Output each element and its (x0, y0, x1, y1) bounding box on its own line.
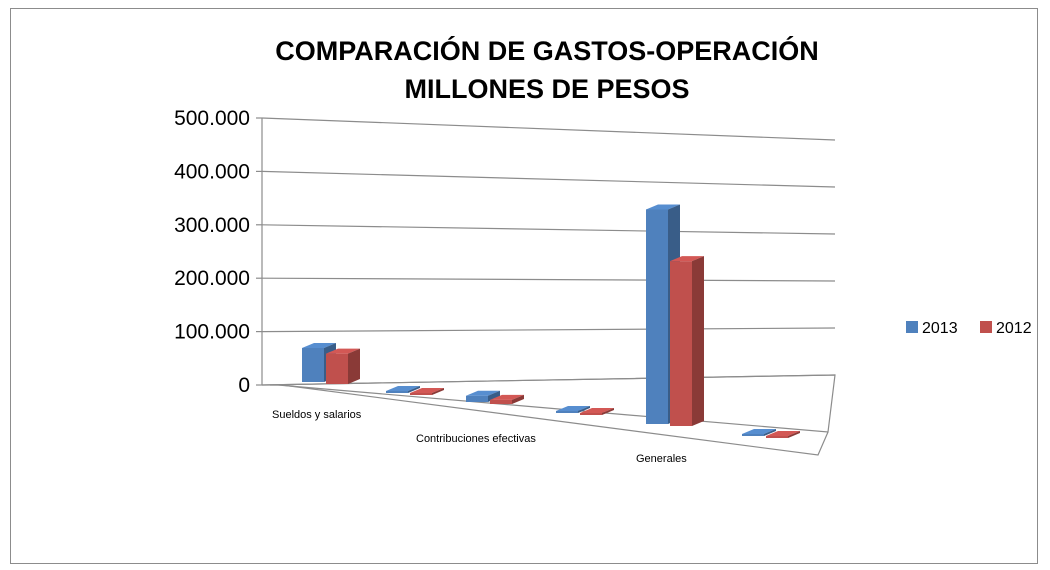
x-tick-label: Generales (636, 453, 687, 465)
bar-front-face (302, 347, 324, 382)
bar-front-face (646, 209, 668, 424)
bar-front-face (580, 413, 602, 415)
y-tick-label: 400.000 (174, 160, 250, 183)
bar-front-face (466, 395, 488, 402)
x-tick-label: Contribuciones efectivas (416, 433, 536, 445)
gridline (261, 170, 836, 188)
floor-layer (261, 374, 836, 456)
bar-front-face (556, 411, 578, 413)
bar-side-face (788, 431, 800, 438)
y-tick-label: 200.000 (174, 267, 250, 290)
bar-2012-0 (326, 348, 360, 384)
bars-layer (302, 204, 800, 438)
bar-top-face (646, 204, 680, 210)
y-tick-label: 500.000 (174, 107, 250, 130)
chart-title-line-1: COMPARACIÓN DE GASTOS-OPERACIÓN (275, 36, 819, 66)
legend-swatch-2012 (980, 321, 992, 333)
bar-side-face (764, 429, 776, 436)
bar-top-face (410, 388, 444, 393)
gridline (261, 117, 836, 141)
y-tick-label: 100.000 (174, 321, 250, 344)
bar-side-face (408, 386, 420, 393)
bar-top-face (302, 342, 336, 348)
x-tick-labels: Sueldos y salarios Contribuciones efectiv… (272, 409, 687, 465)
bar-front-face (742, 434, 764, 436)
bar-side-face (692, 256, 704, 426)
x-tick-label: Sueldos y salarios (272, 409, 362, 421)
bar-side-face (348, 348, 360, 384)
bar-2012-4 (670, 256, 704, 426)
bar-2013-1 (386, 386, 420, 393)
bar-front-face (766, 436, 788, 438)
bar-2012-3 (580, 408, 614, 415)
bar-top-face (326, 348, 360, 354)
bar-2012-2 (490, 394, 524, 404)
grid-layer (261, 117, 836, 386)
bar-top-face (386, 386, 420, 391)
legend: 2013 2012 (906, 320, 1032, 337)
bar-side-face (488, 390, 500, 402)
bar-top-face (766, 431, 800, 436)
bar-top-face (670, 256, 704, 262)
chart-title-line-2: MILLONES DE PESOS (404, 74, 690, 104)
bar-2013-3 (556, 406, 590, 413)
chart-frame (10, 8, 1038, 564)
y-tick-label: 0 (238, 374, 250, 397)
bar-top-face (556, 406, 590, 411)
gridline (261, 224, 836, 235)
legend-label-2013: 2013 (922, 320, 958, 337)
bar-front-face (670, 261, 692, 426)
bar-top-face (466, 390, 500, 396)
gridline (261, 277, 836, 282)
bar-front-face (410, 393, 432, 395)
bar-side-face (512, 394, 524, 404)
floor-front-edge (270, 384, 829, 456)
gridline (261, 327, 836, 333)
legend-swatch-2013 (906, 321, 918, 333)
bar-front-face (326, 353, 348, 384)
bar-2013-2 (466, 390, 500, 402)
bar-2013-5 (742, 429, 776, 436)
bar-side-face (432, 388, 444, 395)
bar-2012-5 (766, 431, 800, 438)
y-tick-labels: 0 100.000 200.000 300.000 400.000 500.000 (174, 107, 250, 397)
bar-front-face (490, 399, 512, 404)
y-tick-label: 300.000 (174, 214, 250, 237)
bar-top-face (742, 429, 776, 434)
bar-front-face (386, 391, 408, 393)
bar-side-face (602, 408, 614, 415)
bar-side-face (578, 406, 590, 413)
bar-top-face (490, 394, 524, 400)
bar-2012-1 (410, 388, 444, 395)
legend-label-2012: 2012 (996, 320, 1032, 337)
bar-top-face (580, 408, 614, 413)
axis-layer (256, 117, 263, 386)
